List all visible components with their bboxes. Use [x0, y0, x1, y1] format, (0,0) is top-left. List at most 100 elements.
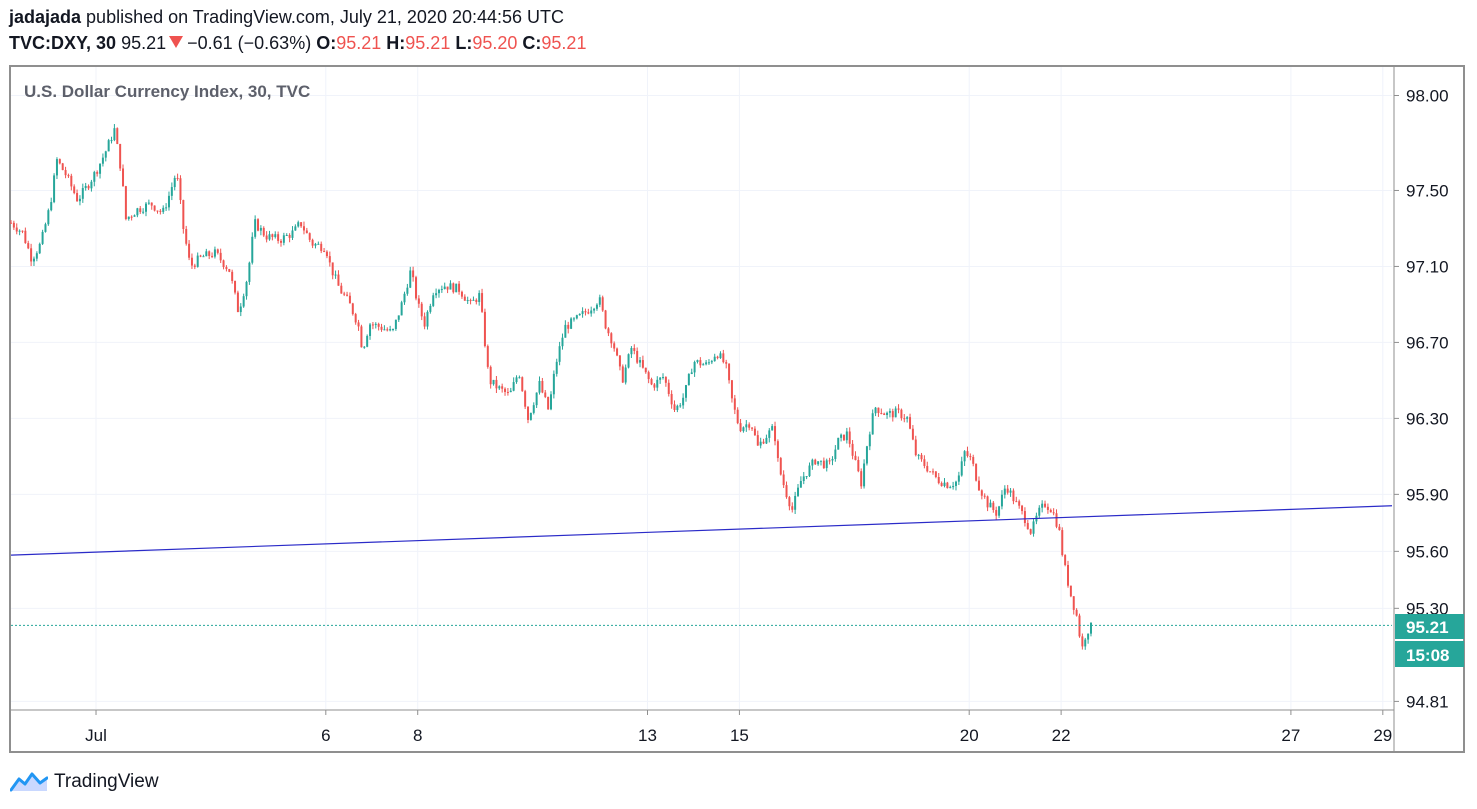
candle-body [478, 293, 481, 303]
candle-body [857, 459, 860, 472]
candle [705, 360, 708, 366]
candle-body [1058, 526, 1061, 531]
candle-body [282, 235, 285, 243]
candle-body [682, 397, 685, 406]
candle [868, 431, 871, 451]
candle-body [1018, 501, 1021, 506]
candle [150, 202, 153, 210]
candle-body [279, 240, 282, 243]
candle [682, 393, 685, 409]
time-axis[interactable]: Jul 6 8 13 15 20 22 27 29 [85, 710, 1392, 745]
candle [759, 437, 762, 449]
candle-body [234, 281, 237, 293]
candle-body [1052, 512, 1055, 514]
candle [535, 392, 538, 409]
candle-body [552, 373, 555, 395]
candle [417, 295, 420, 308]
candle-body [541, 380, 544, 393]
candle-body [357, 322, 360, 327]
candle [960, 456, 963, 477]
candle-body [1072, 596, 1075, 610]
candle-body [380, 326, 383, 330]
candle-body [624, 367, 627, 383]
price-axis[interactable]: 98.00 97.50 97.10 96.70 96.30 95.90 95.60 95.30… [1394, 86, 1449, 711]
candle-body [598, 297, 601, 305]
candle-body [1069, 585, 1072, 597]
candle [512, 377, 515, 392]
candle [1021, 504, 1024, 515]
tradingview-footer[interactable]: TradingView [10, 768, 159, 796]
candle-body [825, 460, 828, 469]
candle-body [76, 193, 79, 202]
candle-body [725, 362, 728, 364]
candle [819, 460, 822, 466]
candle-body [555, 361, 558, 374]
candle [403, 291, 406, 305]
candle-body [564, 324, 567, 338]
candle [745, 420, 748, 432]
candle-body [581, 311, 584, 314]
candle [400, 300, 403, 316]
candle [647, 370, 650, 384]
candle-body [659, 377, 662, 380]
candle [1041, 500, 1044, 513]
candle-body [957, 475, 960, 482]
candle [639, 357, 642, 368]
candle-body [328, 256, 331, 263]
candle-body [877, 407, 880, 414]
candle-body [570, 318, 573, 329]
candle [346, 291, 349, 297]
trendline[interactable] [10, 505, 1393, 556]
candle [1072, 596, 1075, 615]
candle-body [302, 226, 305, 231]
candle [900, 408, 903, 421]
candle [472, 296, 475, 301]
candle [24, 227, 27, 244]
candle-body [176, 177, 179, 179]
candle-body [656, 379, 659, 388]
candle-body [216, 249, 219, 253]
candle-body [32, 258, 35, 262]
candle [231, 269, 234, 284]
candle-body [99, 163, 102, 174]
candle-body [949, 487, 952, 489]
candle-body [205, 251, 208, 257]
candle [374, 322, 377, 329]
candle [805, 476, 808, 480]
candle-body [865, 446, 868, 464]
candle [604, 309, 607, 330]
candle [977, 476, 980, 491]
candle [190, 253, 193, 269]
candle-body [639, 360, 642, 363]
candle [282, 232, 285, 246]
author-name[interactable]: jadajada [9, 7, 82, 27]
candle [366, 334, 369, 348]
candle [1038, 505, 1041, 519]
countdown-badge-bg [1395, 641, 1464, 667]
candle [555, 358, 558, 377]
candle [932, 468, 935, 475]
candle-body [24, 230, 27, 244]
candle-body [202, 256, 205, 258]
candle [285, 233, 288, 237]
candle-body [475, 299, 478, 303]
candle-body [1003, 488, 1006, 495]
candle [610, 332, 613, 348]
candle-body [547, 396, 550, 410]
candle [130, 215, 133, 221]
candle [32, 256, 35, 266]
candle-body [300, 222, 303, 227]
candle-body [880, 413, 883, 415]
candle-body [139, 208, 142, 212]
candle [799, 476, 802, 488]
candle-body [1038, 507, 1041, 516]
candle [458, 281, 461, 295]
candle [509, 387, 512, 393]
candle [969, 453, 972, 461]
candle-body [705, 362, 708, 365]
candle-body [265, 235, 268, 240]
candle-body [162, 207, 165, 212]
candle [934, 471, 937, 479]
candle [248, 261, 251, 285]
